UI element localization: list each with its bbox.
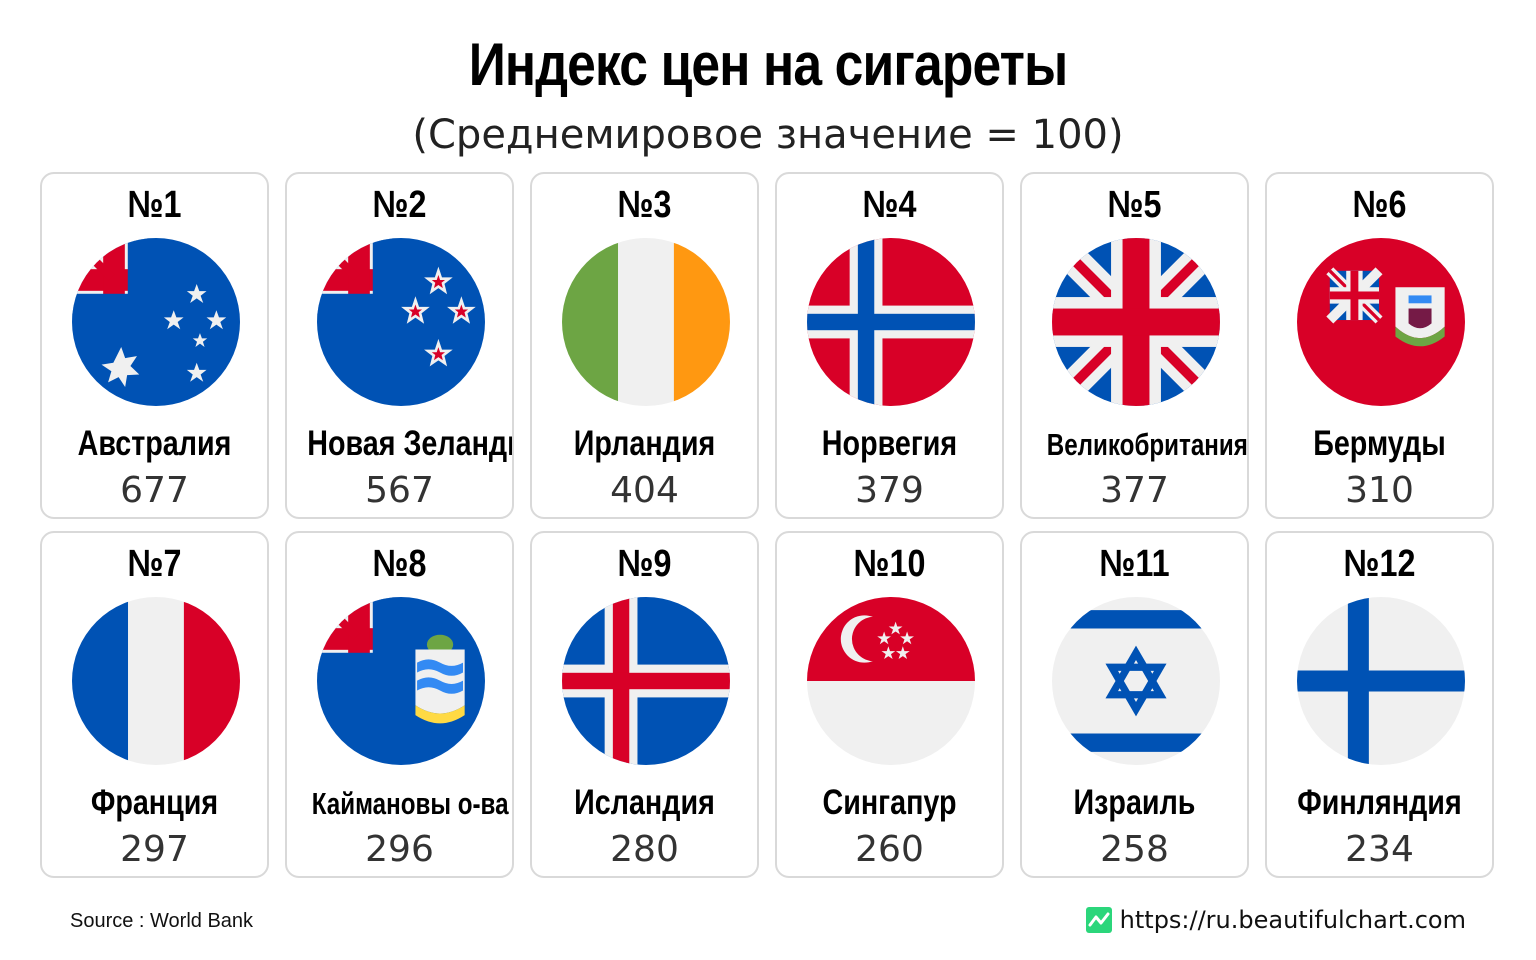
country-card: №6 Бермуды 310 xyxy=(1265,172,1494,519)
price-index-value: 404 xyxy=(610,470,679,511)
source-note: Source : World Bank xyxy=(70,910,254,932)
singapore-flag-icon xyxy=(807,597,975,765)
finland-flag-icon xyxy=(1297,597,1465,765)
new-zealand-flag-icon xyxy=(317,238,485,406)
site-credit: https://ru.beautifulchart.com xyxy=(1085,906,1466,934)
price-index-value: 297 xyxy=(120,829,189,870)
chart-logo-icon xyxy=(1085,907,1112,933)
country-name: Франция xyxy=(90,783,219,822)
price-index-value: 280 xyxy=(610,829,679,870)
rank-label: №12 xyxy=(1343,543,1416,585)
country-card: №12 Финляндия 234 xyxy=(1265,531,1494,878)
country-card: №7 Франция 297 xyxy=(40,531,269,878)
united-kingdom-flag-icon xyxy=(1052,238,1220,406)
country-card: №3 Ирландия 404 xyxy=(530,172,759,519)
page-subtitle: (Среднемировое значение = 100) xyxy=(412,112,1124,158)
country-name: Финляндия xyxy=(1297,783,1462,822)
rank-label: №9 xyxy=(617,543,672,585)
price-index-value: 567 xyxy=(365,470,434,511)
country-name: Великобритания xyxy=(1046,427,1248,462)
price-index-value: 379 xyxy=(855,470,924,511)
bermuda-flag-icon xyxy=(1297,238,1465,406)
rank-label: №2 xyxy=(372,184,427,226)
ranking-grid: №1 Австралия 677 xyxy=(40,172,1494,878)
price-index-value: 377 xyxy=(1100,470,1169,511)
norway-flag-icon xyxy=(807,238,975,406)
israel-flag-icon xyxy=(1052,597,1220,765)
country-card: №1 Австралия 677 xyxy=(40,172,269,519)
country-name: Каймановы о-ва xyxy=(311,786,509,821)
rank-label: №7 xyxy=(127,543,182,585)
country-name: Ирландия xyxy=(573,424,716,463)
site-url: https://ru.beautifulchart.com xyxy=(1119,906,1466,934)
country-name: Израиль xyxy=(1073,783,1196,822)
rank-label: №8 xyxy=(372,543,427,585)
france-flag-icon xyxy=(72,597,240,765)
price-index-value: 310 xyxy=(1345,470,1414,511)
country-name: Сингапур xyxy=(822,783,957,822)
rank-label: №1 xyxy=(127,184,182,226)
country-card: №11 Израиль 258 xyxy=(1020,531,1249,878)
country-card: №10 Сингапур 260 xyxy=(775,531,1004,878)
price-index-value: 258 xyxy=(1100,829,1169,870)
price-index-value: 296 xyxy=(365,829,434,870)
rank-label: №6 xyxy=(1352,184,1407,226)
rank-label: №5 xyxy=(1107,184,1162,226)
price-index-value: 677 xyxy=(120,470,189,511)
country-name: Норвегия xyxy=(821,424,958,463)
country-name: Бермуды xyxy=(1313,424,1446,463)
australia-flag-icon xyxy=(72,238,240,406)
ireland-flag-icon xyxy=(562,238,730,406)
country-name: Австралия xyxy=(77,424,232,463)
country-card: №8 Каймановы о-ва 296 xyxy=(285,531,514,878)
country-card: №9 Исландия 280 xyxy=(530,531,759,878)
cayman-islands-flag-icon xyxy=(317,597,485,765)
rank-label: №3 xyxy=(617,184,672,226)
country-card: №5 Великобритания 377 xyxy=(1020,172,1249,519)
country-card: №2 Новая Зеландия 567 xyxy=(285,172,514,519)
rank-label: №4 xyxy=(862,184,917,226)
page-title: Индекс цен на сигареты xyxy=(468,31,1068,98)
price-index-value: 260 xyxy=(855,829,924,870)
country-name: Исландия xyxy=(574,783,715,822)
price-index-value: 234 xyxy=(1345,829,1414,870)
iceland-flag-icon xyxy=(562,597,730,765)
country-name: Новая Зеландия xyxy=(307,424,512,463)
rank-label: №11 xyxy=(1099,543,1170,585)
rank-label: №10 xyxy=(853,543,926,585)
country-card: №4 Норвегия 379 xyxy=(775,172,1004,519)
